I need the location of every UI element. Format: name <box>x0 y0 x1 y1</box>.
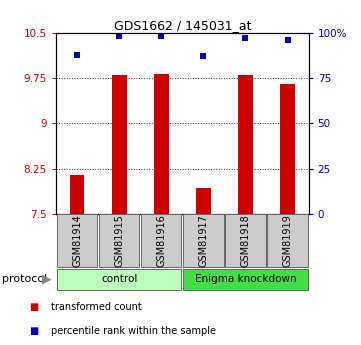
Bar <box>196 188 211 214</box>
Text: GSM81915: GSM81915 <box>114 214 124 267</box>
Text: percentile rank within the sample: percentile rank within the sample <box>51 326 216 336</box>
Text: Enigma knockdown: Enigma knockdown <box>195 274 296 284</box>
Text: ■: ■ <box>29 326 38 336</box>
FancyBboxPatch shape <box>141 215 182 267</box>
Text: protocol: protocol <box>2 274 47 284</box>
Text: GSM81917: GSM81917 <box>198 214 208 267</box>
Text: transformed count: transformed count <box>51 302 141 312</box>
FancyBboxPatch shape <box>57 269 182 290</box>
Text: GSM81919: GSM81919 <box>283 214 293 267</box>
FancyBboxPatch shape <box>99 215 139 267</box>
Bar <box>280 84 295 214</box>
Bar <box>154 74 169 214</box>
Text: control: control <box>101 274 137 284</box>
FancyBboxPatch shape <box>268 215 308 267</box>
Text: GSM81914: GSM81914 <box>72 214 82 267</box>
FancyBboxPatch shape <box>183 269 308 290</box>
Text: GSM81916: GSM81916 <box>156 214 166 267</box>
Text: ▶: ▶ <box>42 273 51 286</box>
Text: GSM81918: GSM81918 <box>240 214 251 267</box>
Title: GDS1662 / 145031_at: GDS1662 / 145031_at <box>114 19 251 32</box>
Bar <box>112 75 126 214</box>
FancyBboxPatch shape <box>183 215 223 267</box>
Text: ■: ■ <box>29 302 38 312</box>
FancyBboxPatch shape <box>225 215 266 267</box>
Bar <box>70 175 84 214</box>
Bar <box>238 75 253 214</box>
FancyBboxPatch shape <box>57 215 97 267</box>
